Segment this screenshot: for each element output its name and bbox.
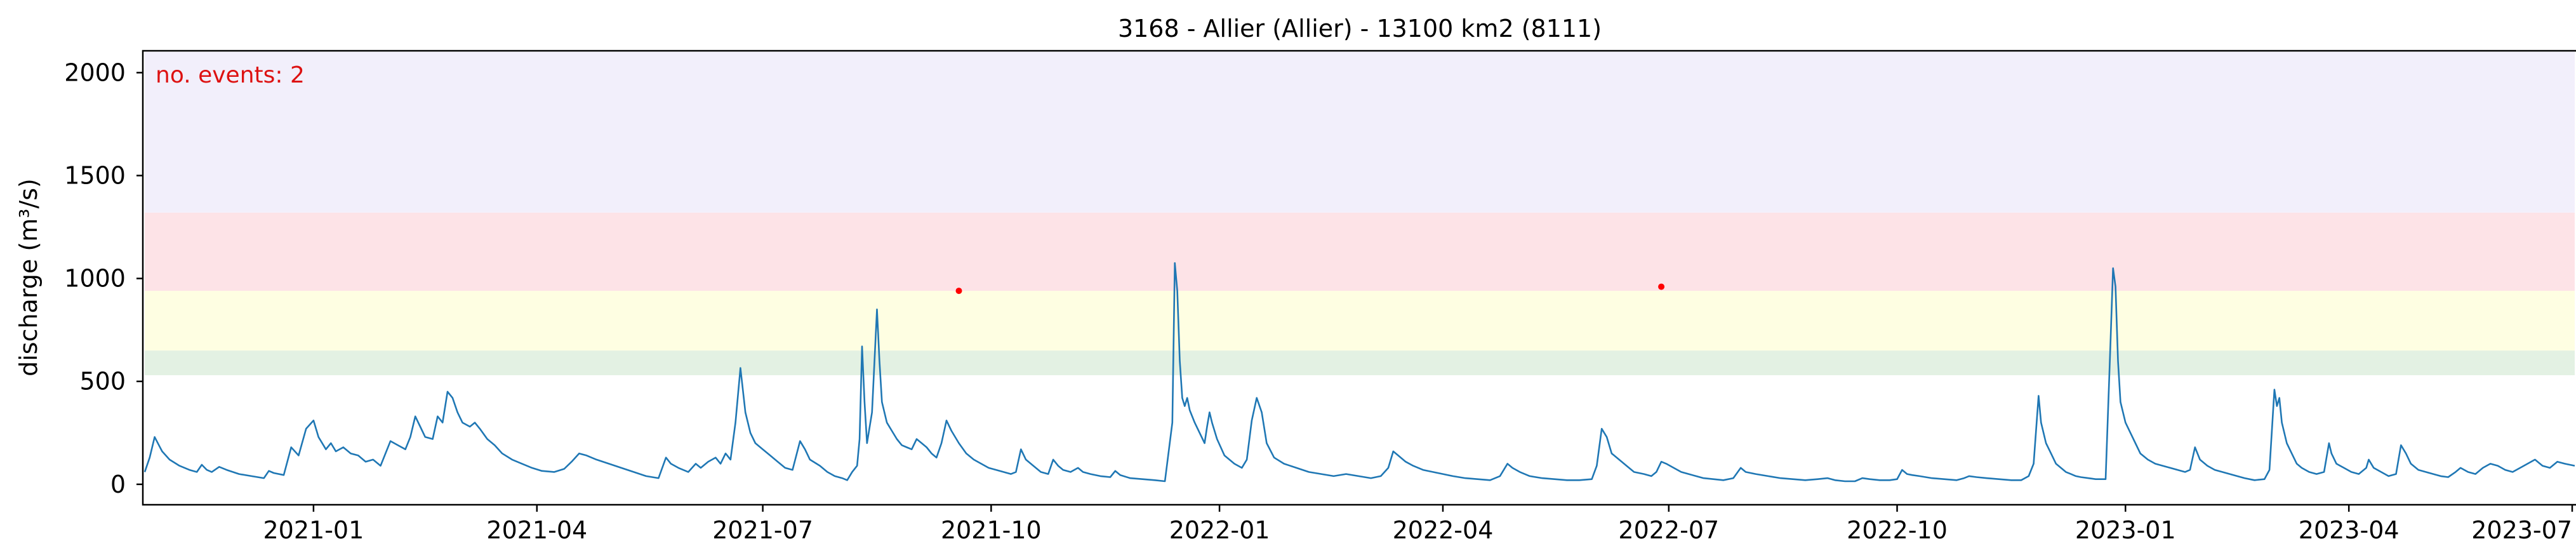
- events-count-annotation: no. events: 2: [156, 62, 305, 88]
- chart-title: 3168 - Allier (Allier) - 13100 km2 (8111…: [1118, 15, 1602, 43]
- x-tick-label-2021-07: 2021-07: [712, 516, 813, 544]
- y-tick-label-500: 500: [79, 368, 126, 396]
- event-markers: [955, 283, 1665, 295]
- y-axis: 0 500 1000 1500 2000: [64, 58, 143, 498]
- x-axis: 2021-01 2021-04 2021-07 2021-10 2022-01 2022-…: [263, 505, 2573, 544]
- x-tick-label-2022-07: 2022-07: [1618, 516, 1719, 544]
- y-tick-label-0: 0: [110, 470, 126, 498]
- x-tick-label-2023-04: 2023-04: [2299, 516, 2400, 544]
- x-tick-label-2023-01: 2023-01: [2075, 516, 2176, 544]
- x-tick-label-2023-07: 2023-07: [2471, 516, 2572, 544]
- discharge-line: [143, 262, 2575, 483]
- x-tick-label-2021-04: 2021-04: [486, 516, 587, 544]
- x-tick-label-2022-04: 2022-04: [1393, 516, 1494, 544]
- x-tick-label-2022-10: 2022-10: [1847, 516, 1948, 544]
- threshold-band-3: [145, 52, 2575, 213]
- event-marker-0: [955, 288, 962, 295]
- y-axis-label: discharge (m³/s): [15, 178, 43, 376]
- threshold-band-0: [145, 350, 2575, 375]
- y-tick-label-1000: 1000: [64, 265, 126, 293]
- discharge-series: [143, 262, 2575, 483]
- threshold-band-2: [145, 212, 2575, 291]
- event-marker-1: [1658, 283, 1665, 290]
- y-tick-label-1500: 1500: [64, 162, 126, 190]
- x-tick-label-2022-01: 2022-01: [1169, 516, 1270, 544]
- threshold-bands: [145, 52, 2575, 375]
- threshold-band-1: [145, 291, 2575, 351]
- y-tick-label-2000: 2000: [64, 58, 126, 86]
- x-tick-label-2021-10: 2021-10: [941, 516, 1042, 544]
- x-tick-label-2021-01: 2021-01: [263, 516, 364, 544]
